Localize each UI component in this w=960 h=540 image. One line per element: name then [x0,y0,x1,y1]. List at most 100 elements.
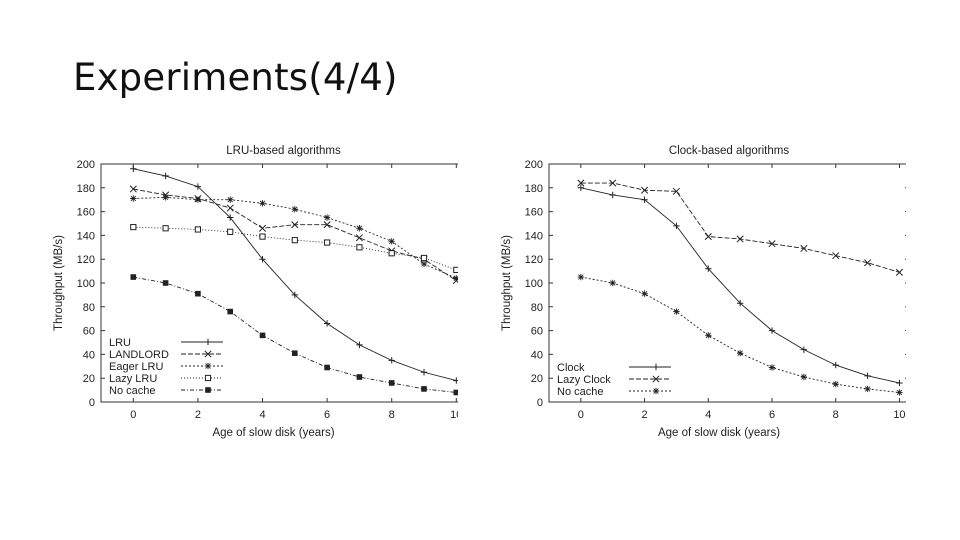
x-tick-label: 8 [389,409,395,421]
series-landlord [129,185,458,285]
x-tick-label: 10 [893,409,905,421]
y-tick-label: 160 [77,207,95,219]
x-tick-label: 2 [642,409,648,421]
y-tick-label: 100 [525,278,543,290]
legend-marker [652,375,660,383]
data-point [356,341,363,349]
data-point [577,184,585,191]
data-point [768,327,776,334]
legend-marker [652,363,660,371]
data-point [195,290,201,297]
x-tick-label: 0 [578,409,584,421]
legend-label: No cache [557,386,603,398]
data-point [323,214,331,221]
data-point [227,196,234,203]
series-lazy-lru [130,223,458,274]
y-tick-label: 120 [77,254,95,266]
y-axis-label: Throughput (MB/s) [53,235,65,331]
y-tick-label: 40 [531,349,543,361]
data-point [896,389,903,396]
data-point [194,226,202,233]
y-tick-label: 200 [525,159,543,171]
data-point [641,196,648,203]
legend-label: Lazy LRU [109,373,157,385]
data-point [832,380,839,388]
data-point [800,373,808,381]
data-point [130,165,137,172]
data-point [162,225,169,232]
data-point [162,172,169,180]
y-tick-label: 20 [83,373,95,385]
legend-marker [205,387,211,393]
data-point [388,250,395,257]
data-point [609,179,617,187]
data-point [864,385,871,393]
data-point [768,240,776,248]
x-tick-label: 6 [324,409,330,421]
data-point [420,260,428,268]
legend-label: LRU [109,337,131,349]
data-point [388,238,395,245]
chart-title: Clock-based algorithms [669,145,789,157]
data-point [227,228,234,235]
data-point [453,377,458,384]
series-line [133,196,457,279]
data-point [832,361,839,369]
data-point [259,256,266,263]
data-point [641,186,649,194]
data-point [388,380,395,386]
data-point [736,300,744,307]
data-point [291,206,299,213]
data-point [673,308,680,315]
series-eager-lru [130,194,458,282]
data-point [324,364,330,371]
legend-marker [204,362,212,370]
series-lazy-clock [577,179,903,276]
data-point [453,266,458,274]
chart-clock-based: Clock-based algorithms020406080100120140… [501,145,906,439]
y-tick-label: 120 [525,254,543,266]
data-point [800,346,808,353]
y-tick-label: 20 [531,373,543,385]
x-axis-label: Age of slow disk (years) [658,427,780,439]
data-point [130,274,137,280]
chart-lru-based: LRU-based algorithms02040608010012014016… [53,145,458,439]
data-point [864,259,872,267]
data-point [356,244,363,251]
data-point [705,332,712,339]
x-tick-label: 2 [195,409,201,421]
legend-label: Lazy Clock [557,374,611,386]
y-tick-label: 60 [531,326,543,338]
plot-frame [548,163,906,403]
data-point [895,268,903,276]
data-point [896,379,903,387]
data-point [577,273,585,281]
y-tick-label: 200 [77,159,95,171]
y-tick-label: 40 [83,349,95,361]
data-point [832,252,840,260]
data-point [800,244,808,253]
y-tick-label: 80 [83,302,95,314]
data-point [768,364,776,371]
data-point [162,194,169,201]
y-tick-label: 160 [525,207,543,219]
series-no-cache [130,274,458,396]
x-tick-label: 10 [450,409,458,421]
data-point [259,332,266,339]
data-point [420,369,428,376]
data-point [356,374,363,380]
data-point [704,233,712,241]
legend-label: Clock [557,362,585,374]
data-point [291,237,298,244]
legend-marker [204,338,212,346]
data-point [292,350,298,357]
y-tick-label: 60 [83,326,95,338]
y-tick-label: 140 [77,230,95,242]
data-point [577,179,585,187]
slide-title: Experiments(4/4) [73,56,398,99]
chart-title: LRU-based algorithms [226,145,341,157]
data-point [323,221,331,229]
y-tick-label: 100 [77,278,95,290]
y-tick-label: 180 [525,183,543,195]
series-lru [130,165,458,384]
